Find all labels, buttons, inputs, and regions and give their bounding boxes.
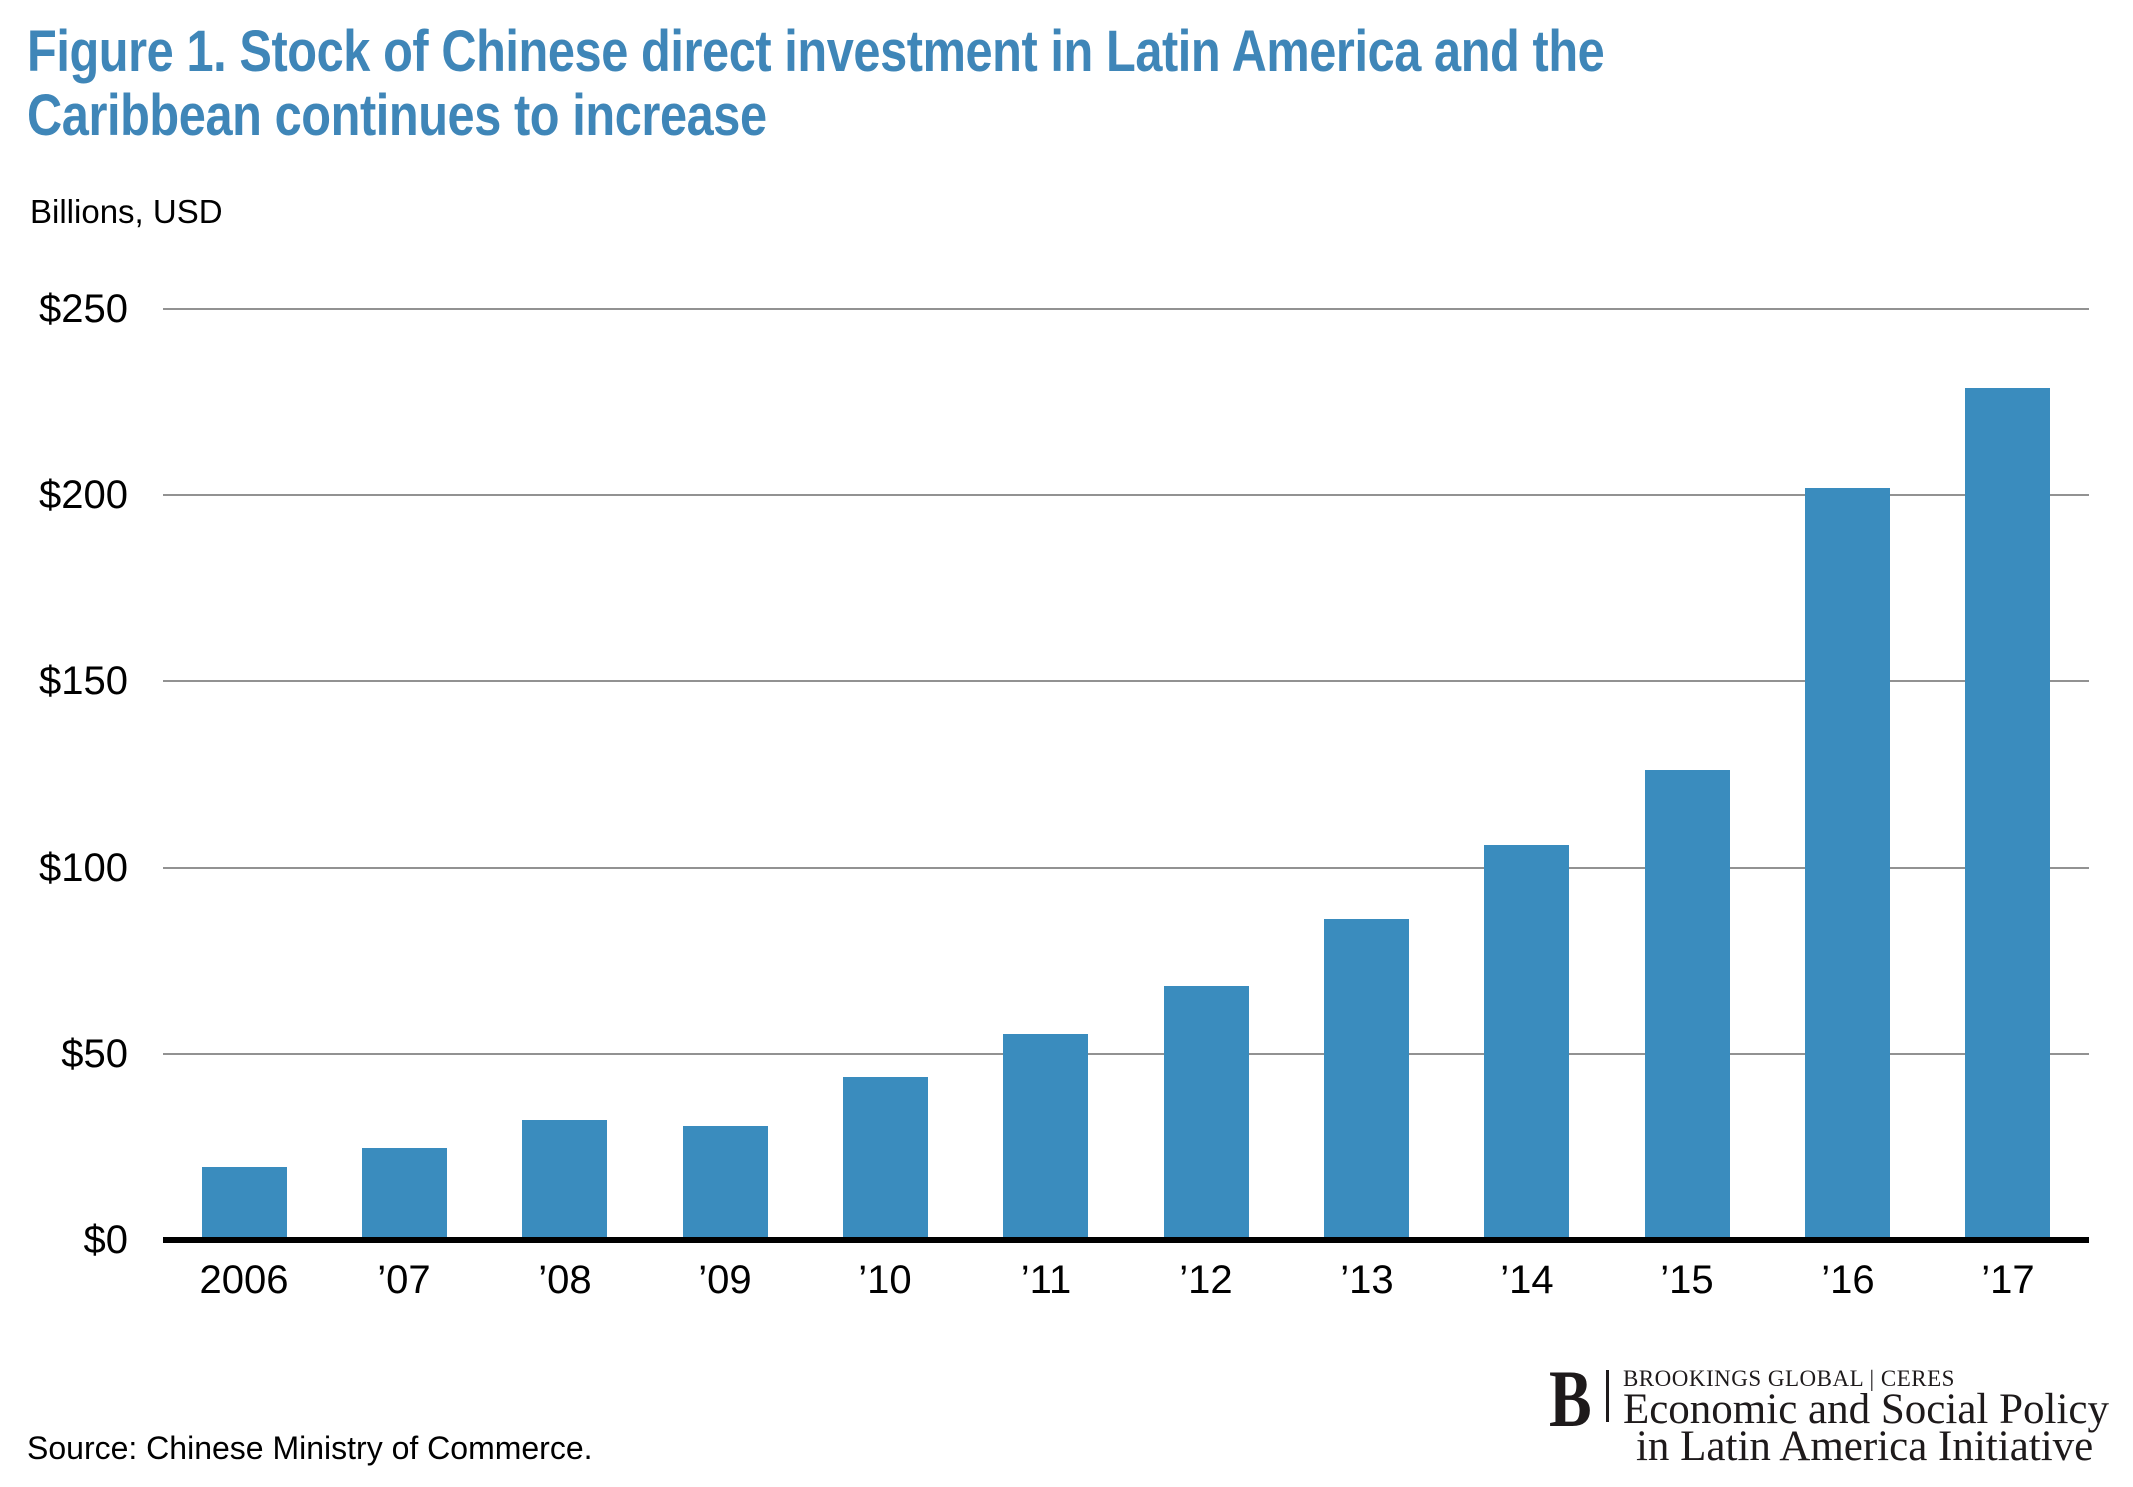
gridline (163, 866, 2089, 869)
x-axis-line (163, 1237, 2089, 1243)
bar (1324, 919, 1409, 1240)
x-tick-label: ’12 (1179, 1258, 1233, 1302)
gridline (163, 1052, 2089, 1055)
bar (683, 1126, 768, 1240)
bar (1484, 845, 1569, 1240)
figure-title-line1: Figure 1. Stock of Chinese direct invest… (27, 19, 1605, 84)
y-tick-label: $100 (39, 845, 128, 890)
x-tick-label: ’11 (1020, 1258, 1072, 1302)
bar (362, 1148, 447, 1240)
gridline (163, 680, 2089, 683)
brookings-logo: B BROOKINGS GLOBAL | CERES Economic and … (1549, 1353, 2109, 1470)
bar (1003, 1034, 1088, 1240)
logo-program-line: BROOKINGS GLOBAL | CERES (1622, 1366, 1955, 1391)
bar (1965, 388, 2050, 1240)
bar (1805, 488, 1890, 1240)
x-tick-label: ’13 (1340, 1258, 1394, 1302)
x-tick-label: ’09 (698, 1258, 752, 1302)
y-tick-label: $150 (39, 659, 128, 704)
bar (1164, 986, 1249, 1240)
x-tick-label: ’17 (1981, 1258, 2035, 1302)
bar (843, 1077, 928, 1240)
bar (1645, 770, 1730, 1240)
logo-initiative-line1: Economic and Social Policy (1622, 1386, 2109, 1433)
x-tick-label: ’15 (1660, 1258, 1714, 1302)
y-tick-label: $50 (61, 1031, 128, 1076)
logo-initiative-line2: in Latin America Initiative (1635, 1423, 2094, 1470)
x-tick-label: ’16 (1821, 1258, 1875, 1302)
x-tick-label: ’07 (377, 1258, 431, 1302)
figure-title-line2: Caribbean continues to increase (27, 83, 767, 148)
y-tick-label: $0 (83, 1218, 129, 1262)
bar (522, 1120, 607, 1240)
x-tick-label: ’14 (1500, 1258, 1554, 1302)
source-note: Source: Chinese Ministry of Commerce. (27, 1430, 593, 1466)
x-tick-label: 2006 (199, 1258, 289, 1302)
figure-title: Figure 1. Stock of Chinese direct invest… (27, 19, 1605, 148)
logo-divider (1605, 1370, 1609, 1422)
gridline (163, 494, 2089, 497)
y-tick-label: $200 (39, 473, 128, 518)
bar (202, 1167, 287, 1240)
y-axis-unit-label: Billions, USD (30, 193, 223, 230)
x-tick-label: ’08 (538, 1258, 592, 1302)
x-tick-label: ’10 (858, 1258, 912, 1302)
y-tick-label: $250 (39, 287, 128, 331)
gridline (163, 308, 2089, 310)
brookings-logo-letter: B (1549, 1353, 1592, 1444)
logo-text-block: BROOKINGS GLOBAL | CERES Economic and So… (1622, 1358, 2109, 1470)
